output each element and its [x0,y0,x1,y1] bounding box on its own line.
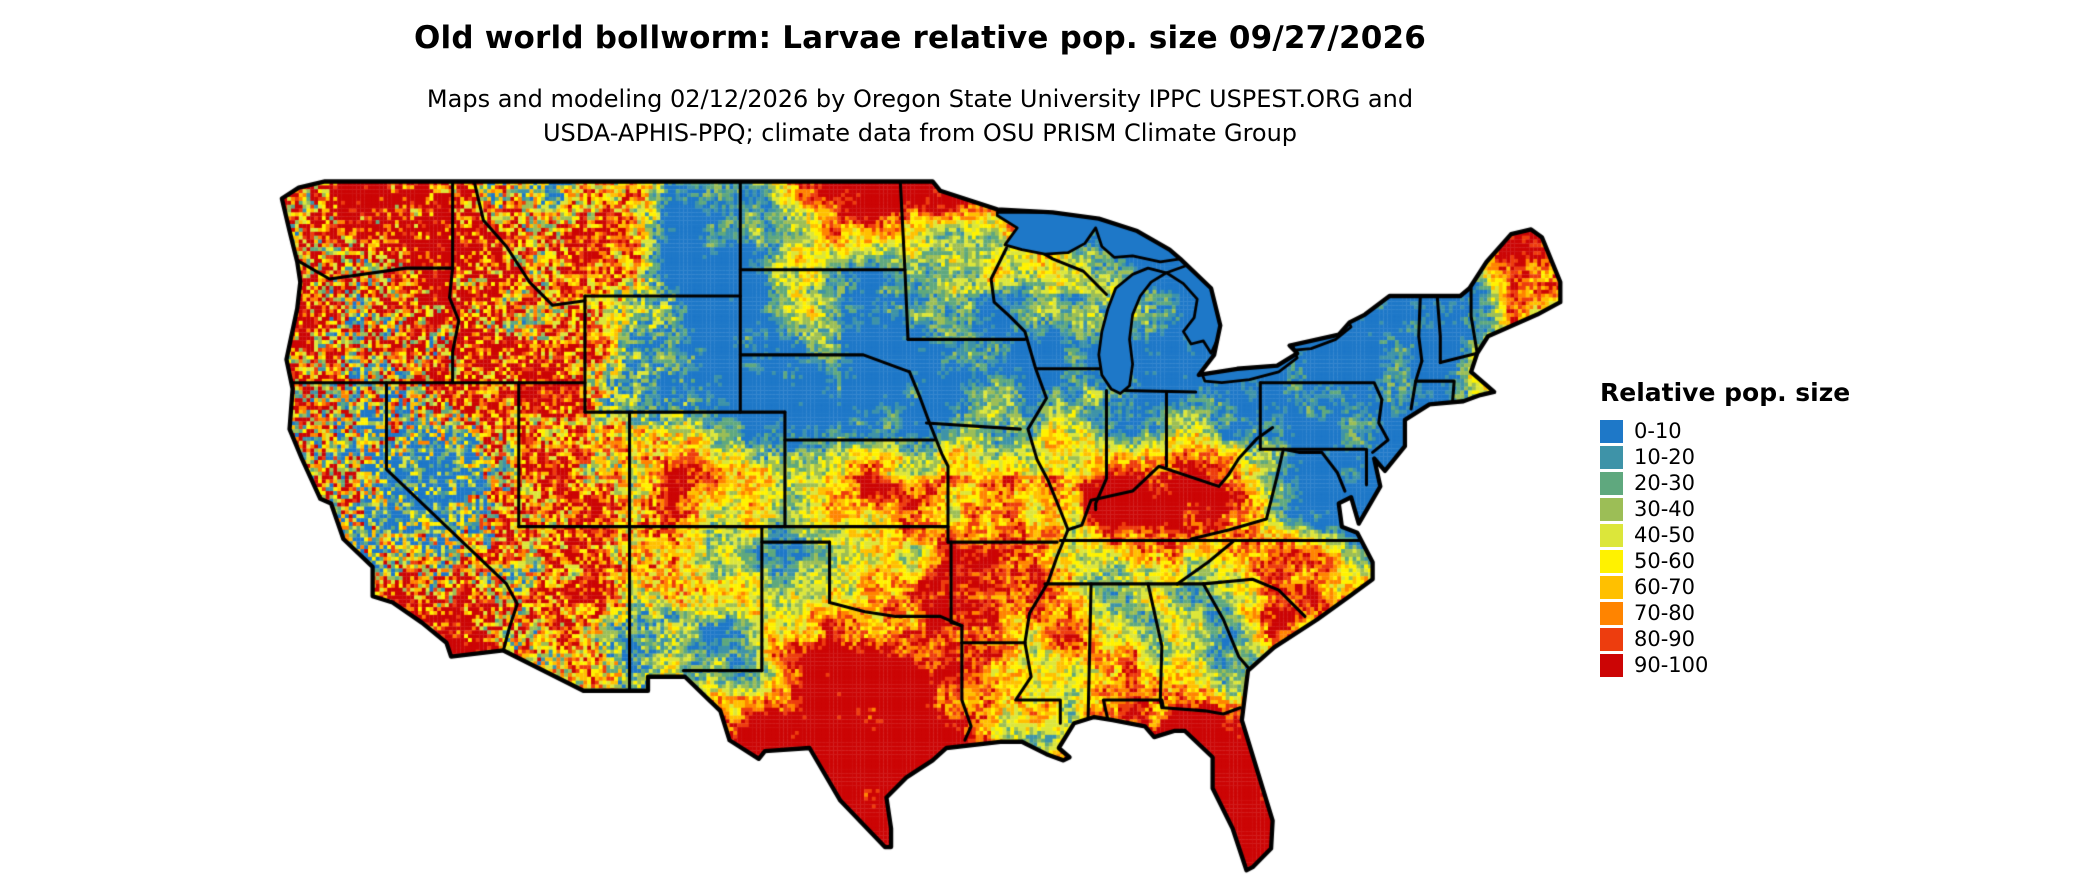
legend-item-label: 70-80 [1634,601,1696,625]
legend-item-label: 80-90 [1634,627,1696,651]
us-map-canvas [268,166,1568,878]
legend-item-label: 90-100 [1634,653,1709,677]
legend-item-label: 0-10 [1634,419,1682,443]
legend-swatch [1600,472,1623,495]
legend-swatch [1600,550,1623,573]
legend-item: 50-60 [1600,549,1850,574]
legend-item: 30-40 [1600,497,1850,522]
legend-item: 80-90 [1600,627,1850,652]
legend-swatch [1600,628,1623,651]
legend: Relative pop. size 0-10 10-20 20-30 30-40 40… [1600,378,1850,679]
subtitle-line-1: Maps and modeling 02/12/2026 by Oregon S… [426,85,1414,113]
legend-item-label: 30-40 [1634,497,1696,521]
legend-swatch [1600,524,1623,547]
legend-item: 70-80 [1600,601,1850,626]
figure-subtitle: Maps and modeling 02/12/2026 by Oregon S… [0,82,1840,150]
legend-swatch [1600,602,1623,625]
legend-item-label: 20-30 [1634,471,1696,495]
legend-item-label: 10-20 [1634,445,1696,469]
legend-title: Relative pop. size [1600,378,1851,407]
legend-swatch [1600,420,1623,443]
legend-item: 40-50 [1600,523,1850,548]
legend-item: 20-30 [1600,471,1850,496]
legend-item: 60-70 [1600,575,1850,600]
legend-item-label: 60-70 [1634,575,1696,599]
legend-swatch [1600,654,1623,677]
legend-item: 0-10 [1600,419,1850,444]
figure-title: Old world bollworm: Larvae relative pop.… [413,20,1427,56]
legend-swatch [1600,576,1623,599]
legend-item: 10-20 [1600,445,1850,470]
legend-swatch [1600,498,1623,521]
legend-item-label: 50-60 [1634,549,1696,573]
legend-item: 90-100 [1600,653,1850,678]
legend-item-label: 40-50 [1634,523,1696,547]
legend-items: 0-10 10-20 20-30 30-40 40-50 50-60 60-70 70-80 8… [1600,419,1850,678]
legend-swatch [1600,446,1623,469]
subtitle-line-2: USDA-APHIS-PPQ; climate data from OSU PR… [542,119,1298,147]
